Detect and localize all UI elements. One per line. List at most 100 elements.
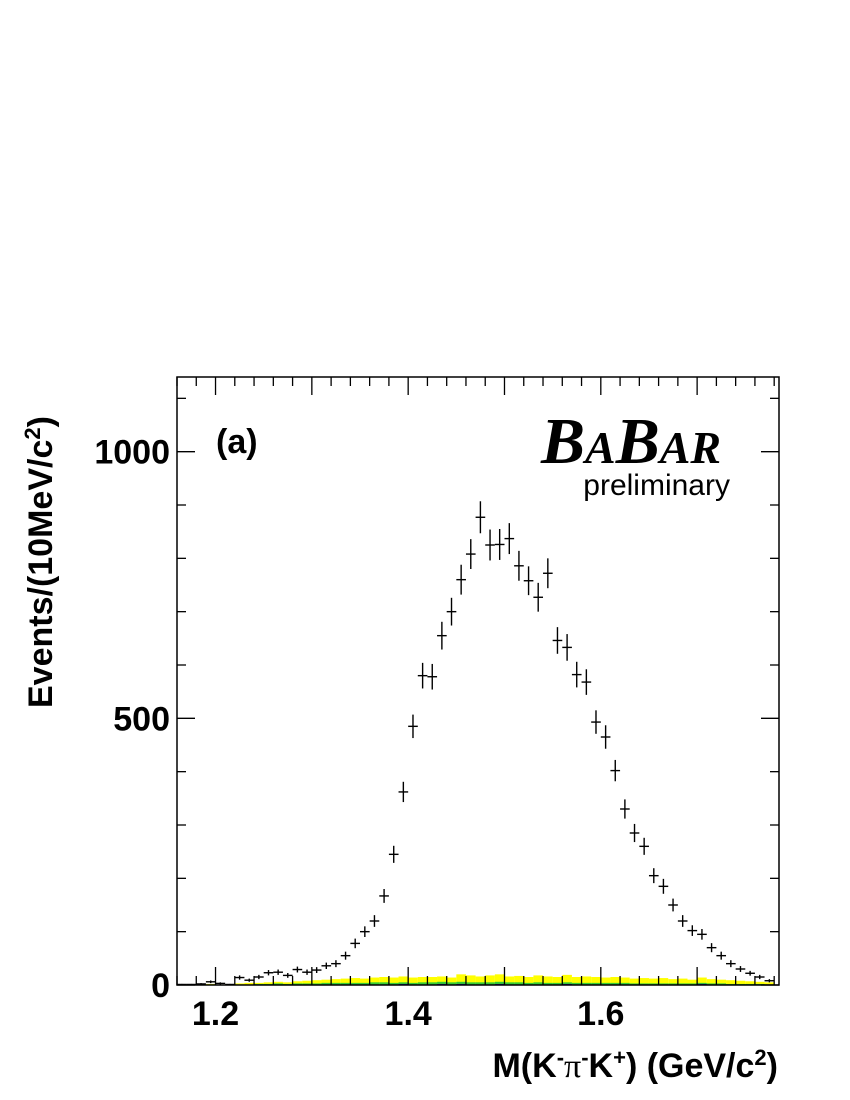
bkg-green-bin: [581, 982, 592, 985]
bkg-green-bin: [485, 982, 495, 985]
bkg-yellow-bin: [369, 977, 380, 985]
data-point: [302, 969, 312, 975]
bkg-yellow-bin: [726, 980, 736, 985]
bkg-yellow-bin: [408, 977, 418, 985]
bkg-yellow-bin: [263, 982, 274, 985]
bkg-yellow-bin: [533, 975, 544, 985]
data-point: [552, 627, 563, 654]
bkg-green-bin: [456, 981, 466, 985]
bkg-yellow-bin: [648, 978, 659, 985]
bkg-green-bin: [591, 982, 601, 985]
bkg-yellow-bin: [716, 979, 727, 985]
bkg-yellow-bin: [687, 979, 698, 985]
babar-logo: BABAR preliminary: [540, 405, 730, 502]
data-point: [571, 661, 582, 688]
bkg-yellow-bin: [331, 979, 341, 985]
bkg-green-bin: [494, 981, 505, 985]
bkg-yellow-bin: [562, 974, 572, 985]
bkg-yellow-bin: [417, 977, 428, 985]
data-point: [591, 710, 601, 734]
data-point: [620, 799, 630, 819]
bkg-yellow-bin: [311, 980, 322, 985]
bkg-green-bin: [504, 982, 515, 985]
bkg-yellow-bin: [639, 978, 649, 985]
data-point: [764, 979, 775, 983]
bkg-green-bin: [716, 983, 727, 985]
bkg-green-bin: [369, 982, 380, 985]
logo-subtitle: preliminary: [583, 469, 730, 502]
data-point: [360, 926, 370, 937]
data-point: [388, 845, 399, 863]
bkg-green-bin: [475, 982, 486, 985]
bkg-green-bin: [610, 982, 621, 985]
data-point: [658, 878, 669, 894]
panel-label: (a): [216, 423, 258, 461]
data-point: [514, 550, 524, 581]
bkg-yellow-bin: [388, 977, 399, 985]
data-point: [533, 582, 544, 612]
data-point: [437, 621, 447, 650]
bkg-yellow-bin: [764, 982, 775, 985]
x-tick-label: 1.4: [385, 995, 432, 1033]
data-point: [350, 938, 361, 949]
bkg-yellow-bin: [340, 978, 351, 985]
bkg-green-bin: [417, 982, 428, 985]
bkg-yellow-bin: [754, 981, 765, 985]
data-point: [600, 725, 611, 749]
data-point: [254, 974, 264, 980]
bkg-yellow-bin: [350, 978, 361, 985]
data-point: [273, 969, 283, 975]
logo-b2: B: [615, 405, 660, 478]
svg-text:BABAR: BABAR: [540, 405, 721, 478]
bkg-green-bin: [677, 983, 688, 985]
bkg-yellow-bin: [446, 977, 457, 985]
bkg-green-bin: [706, 983, 717, 985]
data-point: [485, 529, 495, 561]
bkg-green-bin: [350, 982, 361, 985]
bkg-yellow-bin: [552, 977, 563, 985]
data-point: [311, 967, 322, 973]
logo-ar: AR: [657, 422, 721, 473]
bkg-green-bin: [523, 982, 534, 985]
data-point: [629, 823, 640, 843]
y-tick-label: 1000: [94, 434, 170, 472]
x-tick-label: 1.2: [192, 995, 239, 1033]
bkg-yellow-bin: [591, 977, 601, 985]
bkg-green-bin: [514, 982, 524, 985]
data-point: [494, 529, 505, 560]
bkg-yellow-bin: [485, 975, 495, 985]
bkg-yellow-bin: [523, 977, 534, 985]
y-tick-label: 0: [151, 967, 170, 1005]
data-point: [369, 915, 380, 927]
bkg-yellow-bin: [360, 978, 370, 985]
y-tick-labels: 0 500 1000: [94, 434, 170, 1005]
background-histograms: [177, 974, 775, 985]
bkg-green-bin: [427, 982, 438, 985]
data-point: [427, 663, 438, 690]
bkg-yellow-bin: [745, 981, 755, 985]
bkg-yellow-bin: [234, 983, 245, 985]
x-tick-labels: 1.2 1.4 1.6: [192, 995, 625, 1033]
bkg-yellow-bin: [292, 981, 303, 985]
bkg-yellow-bin: [600, 977, 611, 985]
bkg-yellow-bin: [735, 980, 746, 985]
bkg-yellow-bin: [456, 974, 466, 985]
data-point: [687, 925, 698, 936]
data-point: [610, 759, 621, 782]
bkg-yellow-bin: [302, 980, 312, 985]
data-point: [292, 966, 303, 973]
data-point: [398, 781, 409, 803]
bkg-yellow-bin: [658, 978, 669, 985]
plot-frame: [176, 376, 780, 986]
bkg-green-bin: [571, 982, 582, 985]
data-point: [716, 951, 727, 960]
bkg-yellow-bin: [504, 976, 515, 985]
bkg-yellow-bin: [697, 977, 707, 985]
bkg-green-bin: [668, 983, 678, 985]
bkg-green-bin: [340, 982, 351, 985]
bkg-yellow-bin: [514, 975, 524, 985]
bkg-green-bin: [446, 982, 457, 985]
bkg-green-bin: [658, 983, 669, 985]
data-point: [244, 978, 255, 982]
data-point: [562, 634, 572, 661]
